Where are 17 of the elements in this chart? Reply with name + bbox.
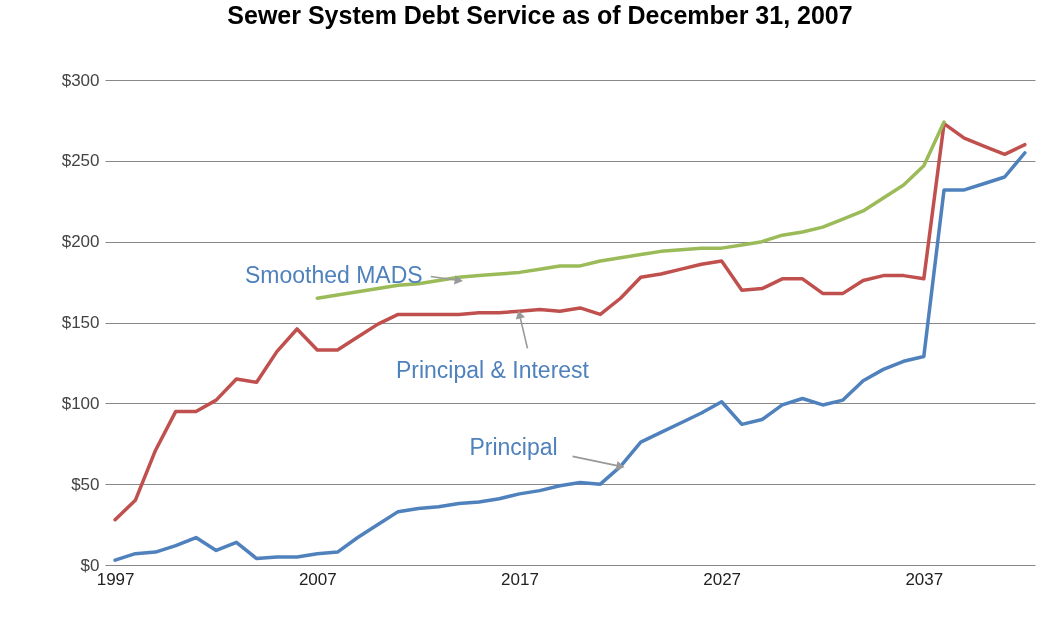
x-tick-label: 2027 xyxy=(703,569,742,589)
annotation: Principal & Interest xyxy=(395,357,590,384)
x-tick-label: 2037 xyxy=(905,569,944,589)
chart-title: Sewer System Debt Service as of December 31, 2007 xyxy=(227,1,853,29)
line-series xyxy=(113,151,1027,562)
y-tick-label: $100 xyxy=(61,393,100,413)
y-tick-label: $300 xyxy=(61,70,100,90)
y-tick-label: $250 xyxy=(61,151,100,171)
x-tick-label: 2007 xyxy=(298,569,337,589)
annotation: Smoothed MADS xyxy=(244,262,423,289)
y-tick-label: $200 xyxy=(61,232,100,252)
y-tick-label: $0 xyxy=(80,555,100,575)
y-tick-label: $150 xyxy=(61,313,100,332)
annotation: Principal xyxy=(469,434,558,461)
y-tick-label: $50 xyxy=(71,474,100,494)
x-tick-label: 2017 xyxy=(501,569,539,589)
line-series xyxy=(113,121,1027,522)
